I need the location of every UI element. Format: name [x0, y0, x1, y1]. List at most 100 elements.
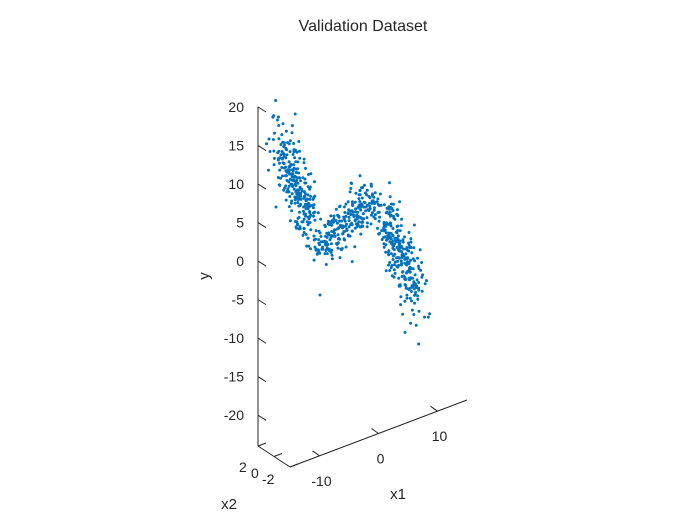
data-point	[306, 193, 310, 197]
data-point	[280, 150, 284, 153]
data-point	[409, 258, 413, 262]
data-point	[293, 182, 297, 186]
z-tick-mark	[257, 299, 267, 306]
data-point	[354, 207, 358, 211]
data-point	[358, 200, 362, 203]
data-point	[318, 231, 322, 235]
data-point	[353, 226, 357, 230]
data-point	[265, 142, 268, 146]
data-point	[389, 224, 393, 228]
data-point	[377, 219, 381, 223]
data-point	[309, 247, 312, 251]
data-point	[308, 185, 312, 189]
data-point	[407, 230, 411, 234]
data-point	[293, 201, 297, 205]
z-tick-label: -20	[224, 407, 244, 423]
data-point	[299, 179, 302, 183]
data-point	[314, 237, 318, 241]
data-point	[386, 234, 390, 238]
data-point	[284, 156, 288, 160]
data-point	[337, 237, 341, 240]
data-point	[389, 231, 393, 235]
data-point	[274, 99, 278, 102]
z-tick-label: 20	[228, 99, 244, 115]
data-point	[313, 210, 317, 214]
data-point	[306, 236, 310, 240]
data-point	[296, 181, 300, 185]
data-point	[284, 146, 288, 150]
data-point	[335, 242, 338, 246]
data-point	[388, 195, 392, 199]
data-point	[280, 166, 284, 169]
data-point	[358, 174, 362, 178]
z-tick-label: 15	[228, 138, 244, 154]
data-point	[409, 290, 413, 293]
data-point	[277, 124, 281, 127]
data-point	[371, 211, 374, 215]
data-point	[282, 143, 286, 147]
data-point	[364, 191, 367, 195]
data-point	[335, 227, 339, 231]
data-point	[277, 137, 281, 141]
data-point	[397, 240, 401, 244]
data-point	[278, 161, 281, 165]
data-point	[341, 232, 345, 236]
data-point	[353, 218, 357, 222]
data-point	[410, 284, 414, 288]
data-point	[415, 278, 419, 282]
data-point	[384, 211, 388, 215]
data-point	[388, 221, 392, 225]
data-point	[293, 195, 297, 199]
data-point	[290, 124, 294, 128]
data-point	[405, 257, 409, 261]
data-point	[319, 217, 323, 221]
data-point	[373, 200, 377, 204]
data-point	[401, 270, 404, 274]
data-point	[357, 193, 361, 197]
data-point	[378, 215, 382, 219]
data-point	[313, 218, 317, 222]
z-tick-label: -10	[224, 330, 244, 346]
data-point	[336, 233, 340, 237]
data-point	[419, 268, 423, 272]
data-point	[359, 232, 363, 236]
data-point	[403, 276, 407, 280]
data-point	[290, 209, 294, 213]
data-point	[396, 224, 400, 228]
data-point	[290, 131, 294, 135]
data-point	[354, 210, 358, 214]
data-point	[417, 281, 421, 284]
data-point	[309, 172, 313, 176]
data-point	[413, 293, 416, 297]
data-point	[323, 223, 327, 227]
data-point	[399, 245, 403, 249]
data-point	[304, 232, 308, 236]
data-point	[321, 245, 324, 249]
data-point	[284, 174, 287, 178]
data-point	[413, 301, 417, 305]
data-point	[327, 233, 330, 237]
data-point	[271, 115, 275, 119]
data-point	[417, 342, 421, 346]
data-point	[400, 263, 403, 267]
z-tick-mark	[257, 337, 267, 344]
x1-tick-label: -10	[311, 473, 331, 489]
data-point	[334, 207, 338, 211]
data-point	[369, 184, 373, 188]
data-point	[332, 214, 336, 218]
data-point	[382, 203, 386, 207]
data-point	[302, 212, 306, 216]
data-point	[293, 198, 297, 202]
data-point	[393, 271, 397, 275]
data-point	[349, 181, 353, 185]
data-point	[295, 178, 299, 182]
data-point	[413, 259, 417, 263]
data-point	[417, 309, 421, 313]
data-point	[425, 279, 428, 283]
data-point	[292, 187, 296, 191]
data-point	[295, 226, 298, 230]
data-point	[372, 215, 376, 219]
data-point	[357, 197, 361, 201]
data-point	[302, 196, 306, 200]
data-point	[408, 270, 412, 274]
